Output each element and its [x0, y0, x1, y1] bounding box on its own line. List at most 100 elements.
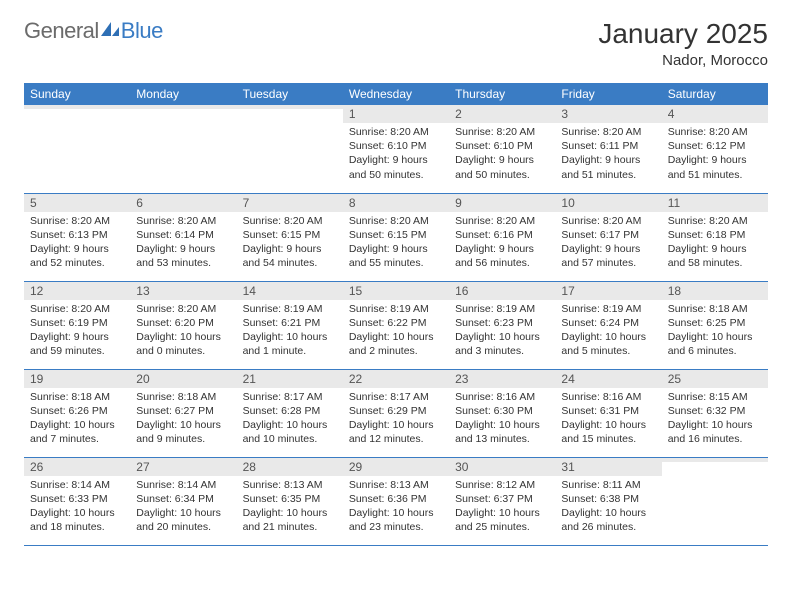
day-number-row: 5 — [24, 194, 130, 212]
day-number-row: 14 — [237, 282, 343, 300]
sunrise-text: Sunrise: 8:20 AM — [455, 214, 549, 228]
sunrise-text: Sunrise: 8:17 AM — [349, 390, 443, 404]
location-label: Nador, Morocco — [598, 52, 768, 69]
day-number: 21 — [237, 370, 343, 388]
calendar-day-cell: 27Sunrise: 8:14 AMSunset: 6:34 PMDayligh… — [130, 457, 236, 545]
day-number: 4 — [662, 105, 768, 123]
day-details: Sunrise: 8:17 AMSunset: 6:29 PMDaylight:… — [343, 388, 449, 451]
day-number-row: 21 — [237, 370, 343, 388]
day-details: Sunrise: 8:18 AMSunset: 6:25 PMDaylight:… — [662, 300, 768, 363]
day-details: Sunrise: 8:20 AMSunset: 6:10 PMDaylight:… — [343, 123, 449, 186]
logo-text-general: General — [24, 18, 99, 44]
sunrise-text: Sunrise: 8:19 AM — [243, 302, 337, 316]
calendar-day-cell: 25Sunrise: 8:15 AMSunset: 6:32 PMDayligh… — [662, 369, 768, 457]
weekday-header: Wednesday — [343, 83, 449, 105]
sunset-text: Sunset: 6:29 PM — [349, 404, 443, 418]
calendar-day-cell: 13Sunrise: 8:20 AMSunset: 6:20 PMDayligh… — [130, 281, 236, 369]
sunrise-text: Sunrise: 8:20 AM — [243, 214, 337, 228]
daylight-text: Daylight: 10 hours and 18 minutes. — [30, 506, 124, 534]
sunrise-text: Sunrise: 8:13 AM — [349, 478, 443, 492]
month-title: January 2025 — [598, 18, 768, 50]
day-number-row: 9 — [449, 194, 555, 212]
day-number-row: 17 — [555, 282, 661, 300]
calendar-day-cell: 15Sunrise: 8:19 AMSunset: 6:22 PMDayligh… — [343, 281, 449, 369]
calendar-day-cell: 11Sunrise: 8:20 AMSunset: 6:18 PMDayligh… — [662, 193, 768, 281]
weekday-header: Thursday — [449, 83, 555, 105]
sunset-text: Sunset: 6:35 PM — [243, 492, 337, 506]
day-number: 29 — [343, 458, 449, 476]
day-details: Sunrise: 8:17 AMSunset: 6:28 PMDaylight:… — [237, 388, 343, 451]
day-number-row: 10 — [555, 194, 661, 212]
sunset-text: Sunset: 6:16 PM — [455, 228, 549, 242]
day-number-row: 28 — [237, 458, 343, 476]
day-number-row: 15 — [343, 282, 449, 300]
calendar-day-cell — [662, 457, 768, 545]
sunset-text: Sunset: 6:34 PM — [136, 492, 230, 506]
day-number-row: 27 — [130, 458, 236, 476]
day-number: 17 — [555, 282, 661, 300]
day-details: Sunrise: 8:13 AMSunset: 6:36 PMDaylight:… — [343, 476, 449, 539]
day-number: 14 — [237, 282, 343, 300]
sunrise-text: Sunrise: 8:20 AM — [136, 302, 230, 316]
daylight-text: Daylight: 9 hours and 58 minutes. — [668, 242, 762, 270]
sunrise-text: Sunrise: 8:20 AM — [668, 214, 762, 228]
calendar-day-cell: 10Sunrise: 8:20 AMSunset: 6:17 PMDayligh… — [555, 193, 661, 281]
day-number-row: 26 — [24, 458, 130, 476]
day-number-row: 1 — [343, 105, 449, 123]
daylight-text: Daylight: 10 hours and 16 minutes. — [668, 418, 762, 446]
sunrise-text: Sunrise: 8:20 AM — [136, 214, 230, 228]
weekday-header: Monday — [130, 83, 236, 105]
sunset-text: Sunset: 6:15 PM — [243, 228, 337, 242]
sunrise-text: Sunrise: 8:20 AM — [30, 302, 124, 316]
day-number: 10 — [555, 194, 661, 212]
sunrise-text: Sunrise: 8:20 AM — [668, 125, 762, 139]
day-number: 31 — [555, 458, 661, 476]
calendar-day-cell: 7Sunrise: 8:20 AMSunset: 6:15 PMDaylight… — [237, 193, 343, 281]
day-number: 19 — [24, 370, 130, 388]
calendar-week-row: 19Sunrise: 8:18 AMSunset: 6:26 PMDayligh… — [24, 369, 768, 457]
day-number: 6 — [130, 194, 236, 212]
day-number: 24 — [555, 370, 661, 388]
daylight-text: Daylight: 9 hours and 50 minutes. — [349, 153, 443, 181]
calendar-week-row: 12Sunrise: 8:20 AMSunset: 6:19 PMDayligh… — [24, 281, 768, 369]
sunset-text: Sunset: 6:11 PM — [561, 139, 655, 153]
day-number-row — [130, 105, 236, 109]
day-number: 18 — [662, 282, 768, 300]
sunset-text: Sunset: 6:24 PM — [561, 316, 655, 330]
sunrise-text: Sunrise: 8:11 AM — [561, 478, 655, 492]
day-number-row: 29 — [343, 458, 449, 476]
calendar-day-cell: 26Sunrise: 8:14 AMSunset: 6:33 PMDayligh… — [24, 457, 130, 545]
calendar-day-cell: 16Sunrise: 8:19 AMSunset: 6:23 PMDayligh… — [449, 281, 555, 369]
daylight-text: Daylight: 10 hours and 9 minutes. — [136, 418, 230, 446]
sunset-text: Sunset: 6:10 PM — [455, 139, 549, 153]
daylight-text: Daylight: 9 hours and 56 minutes. — [455, 242, 549, 270]
weekday-header: Sunday — [24, 83, 130, 105]
calendar-day-cell: 21Sunrise: 8:17 AMSunset: 6:28 PMDayligh… — [237, 369, 343, 457]
day-number-row: 25 — [662, 370, 768, 388]
calendar-day-cell — [130, 105, 236, 193]
day-details: Sunrise: 8:18 AMSunset: 6:26 PMDaylight:… — [24, 388, 130, 451]
day-details: Sunrise: 8:20 AMSunset: 6:14 PMDaylight:… — [130, 212, 236, 275]
weekday-header: Tuesday — [237, 83, 343, 105]
sunrise-text: Sunrise: 8:19 AM — [349, 302, 443, 316]
daylight-text: Daylight: 9 hours and 57 minutes. — [561, 242, 655, 270]
day-number: 15 — [343, 282, 449, 300]
logo-text-blue: Blue — [121, 18, 163, 44]
calendar-day-cell: 12Sunrise: 8:20 AMSunset: 6:19 PMDayligh… — [24, 281, 130, 369]
day-details: Sunrise: 8:20 AMSunset: 6:11 PMDaylight:… — [555, 123, 661, 186]
day-number-row: 6 — [130, 194, 236, 212]
daylight-text: Daylight: 9 hours and 51 minutes. — [668, 153, 762, 181]
sunset-text: Sunset: 6:36 PM — [349, 492, 443, 506]
daylight-text: Daylight: 9 hours and 50 minutes. — [455, 153, 549, 181]
daylight-text: Daylight: 10 hours and 10 minutes. — [243, 418, 337, 446]
day-details: Sunrise: 8:11 AMSunset: 6:38 PMDaylight:… — [555, 476, 661, 539]
day-number-row: 23 — [449, 370, 555, 388]
day-number: 8 — [343, 194, 449, 212]
day-details: Sunrise: 8:18 AMSunset: 6:27 PMDaylight:… — [130, 388, 236, 451]
day-details: Sunrise: 8:15 AMSunset: 6:32 PMDaylight:… — [662, 388, 768, 451]
sunset-text: Sunset: 6:38 PM — [561, 492, 655, 506]
daylight-text: Daylight: 10 hours and 6 minutes. — [668, 330, 762, 358]
sunrise-text: Sunrise: 8:17 AM — [243, 390, 337, 404]
day-details: Sunrise: 8:16 AMSunset: 6:31 PMDaylight:… — [555, 388, 661, 451]
logo-sail-icon — [99, 20, 121, 43]
